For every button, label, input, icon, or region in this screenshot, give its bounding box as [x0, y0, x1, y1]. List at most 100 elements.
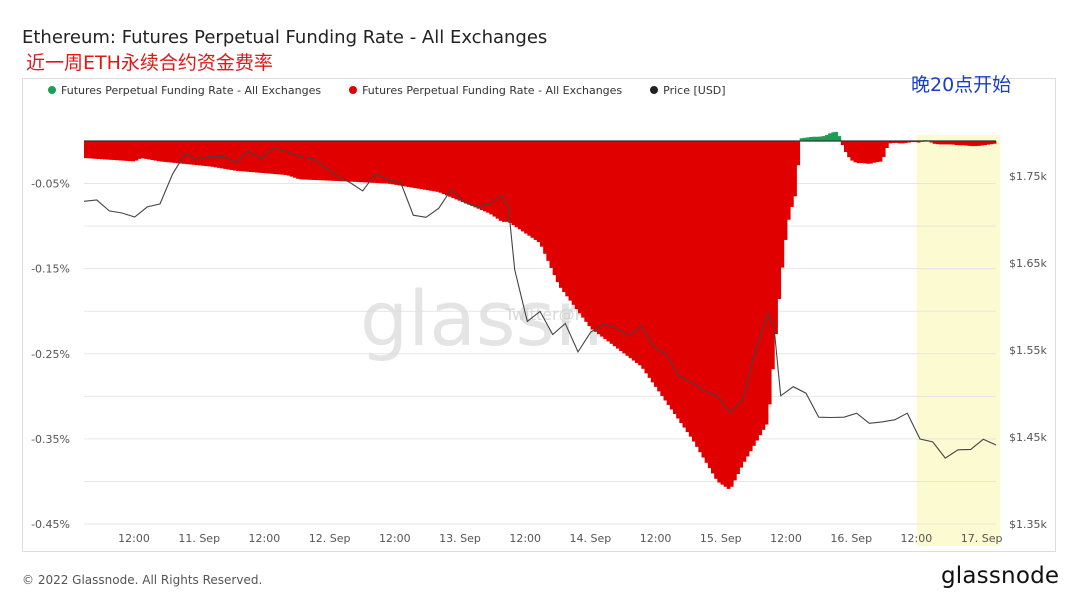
funding-bar: [264, 141, 269, 174]
funding-bar: [932, 141, 937, 144]
funding-bar: [118, 141, 123, 161]
funding-bar: [863, 141, 867, 164]
funding-bar: [983, 141, 987, 146]
funding-bar: [850, 141, 854, 161]
funding-bar: [783, 141, 788, 240]
funding-bar: [150, 141, 155, 161]
funding-bar: [274, 141, 278, 175]
funding-bar: [989, 141, 994, 145]
funding-bar: [540, 141, 544, 247]
funding-bar: [948, 141, 953, 145]
funding-bar: [144, 141, 148, 159]
funding-bar: [628, 141, 633, 359]
funding-bar: [296, 141, 300, 179]
funding-bar: [818, 136, 823, 141]
funding-bar: [432, 141, 436, 192]
funding-bar: [384, 141, 389, 184]
funding-bar: [134, 141, 139, 161]
funding-bar: [888, 141, 892, 144]
x-tick-label: 15. Sep: [700, 532, 742, 545]
funding-bar: [346, 141, 351, 182]
axes-labels: -0.05% -0.15% -0.25% -0.35% -0.45% $1.75k $1.6…: [31, 170, 1047, 545]
funding-bar: [524, 141, 528, 234]
funding-bar: [606, 141, 611, 342]
funding-bar: [451, 141, 455, 199]
funding-bar: [397, 141, 402, 186]
funding-bar: [723, 141, 728, 487]
funding-bar: [650, 141, 655, 383]
funding-bar: [457, 141, 462, 201]
funding-bar: [970, 141, 975, 147]
funding-bar: [964, 141, 968, 146]
legend-item-price[interactable]: Price [USD]: [650, 83, 726, 97]
funding-bar: [232, 141, 237, 171]
highlight-band: [916, 135, 1000, 546]
funding-bar: [226, 141, 231, 170]
funding-bar: [869, 141, 873, 164]
funding-bar: [701, 141, 706, 458]
funding-bar: [802, 137, 807, 141]
funding-bar: [546, 141, 550, 261]
funding-bar: [502, 141, 506, 222]
funding-bar: [733, 141, 737, 481]
x-tick-label: 13. Sep: [439, 532, 481, 545]
funding-bar: [951, 141, 956, 145]
funding-bar: [403, 141, 408, 187]
funding-bar: [707, 141, 712, 469]
funding-bar: [375, 141, 379, 183]
funding-bar: [562, 141, 566, 293]
funding-bar: [644, 141, 649, 374]
funding-bar: [112, 141, 117, 161]
funding-bar: [717, 141, 721, 483]
brand-logo[interactable]: glassnode: [941, 563, 1060, 589]
funding-bar: [828, 133, 832, 141]
funding-bar: [359, 141, 364, 183]
funding-bar: [99, 141, 104, 160]
funding-bar: [242, 141, 246, 172]
funding-bar: [565, 141, 569, 297]
funding-bar: [787, 141, 791, 220]
funding-bar: [245, 141, 250, 172]
y-right-tick-label: $1.75k: [1009, 170, 1047, 183]
funding-bar: [270, 141, 275, 174]
funding-bar: [267, 141, 272, 174]
funding-bar: [958, 141, 962, 146]
funding-bar: [239, 141, 243, 172]
funding-bar: [286, 141, 291, 176]
funding-bar: [517, 141, 522, 230]
funding-bar: [492, 141, 497, 217]
funding-bar: [93, 141, 98, 159]
funding-bar: [714, 141, 718, 479]
legend-item-funding-negative[interactable]: Futures Perpetual Funding Rate - All Exc…: [349, 84, 622, 97]
funding-bar: [571, 141, 576, 305]
funding-bar: [258, 141, 262, 173]
funding-bar: [986, 141, 991, 145]
funding-bar: [365, 141, 370, 183]
funding-bar: [160, 141, 164, 162]
legend-item-funding-positive[interactable]: Futures Perpetual Funding Rate - All Exc…: [48, 84, 321, 97]
funding-bar: [600, 141, 604, 337]
funding-bar: [508, 141, 512, 223]
legend-label-price: Price [USD]: [663, 83, 726, 97]
funding-bar: [188, 141, 193, 165]
funding-bar: [856, 141, 861, 164]
funding-bar: [479, 141, 484, 211]
funding-bar: [673, 141, 677, 415]
funding-bar: [103, 141, 107, 160]
funding-bar: [897, 141, 902, 144]
funding-bar: [141, 141, 145, 159]
funding-bar: [755, 141, 759, 441]
funding-bar: [669, 141, 674, 410]
funding-bar: [929, 141, 934, 143]
funding-bar: [780, 141, 785, 268]
funding-bar: [559, 141, 563, 288]
funding-bar: [533, 141, 538, 240]
funding-bar: [115, 141, 120, 161]
funding-bar: [511, 141, 516, 226]
funding-bar: [676, 141, 680, 419]
funding-bar: [476, 141, 481, 209]
funding-bar: [543, 141, 547, 254]
funding-bar: [742, 141, 747, 462]
funding-bar: [378, 141, 383, 184]
funding-bar: [749, 141, 753, 452]
